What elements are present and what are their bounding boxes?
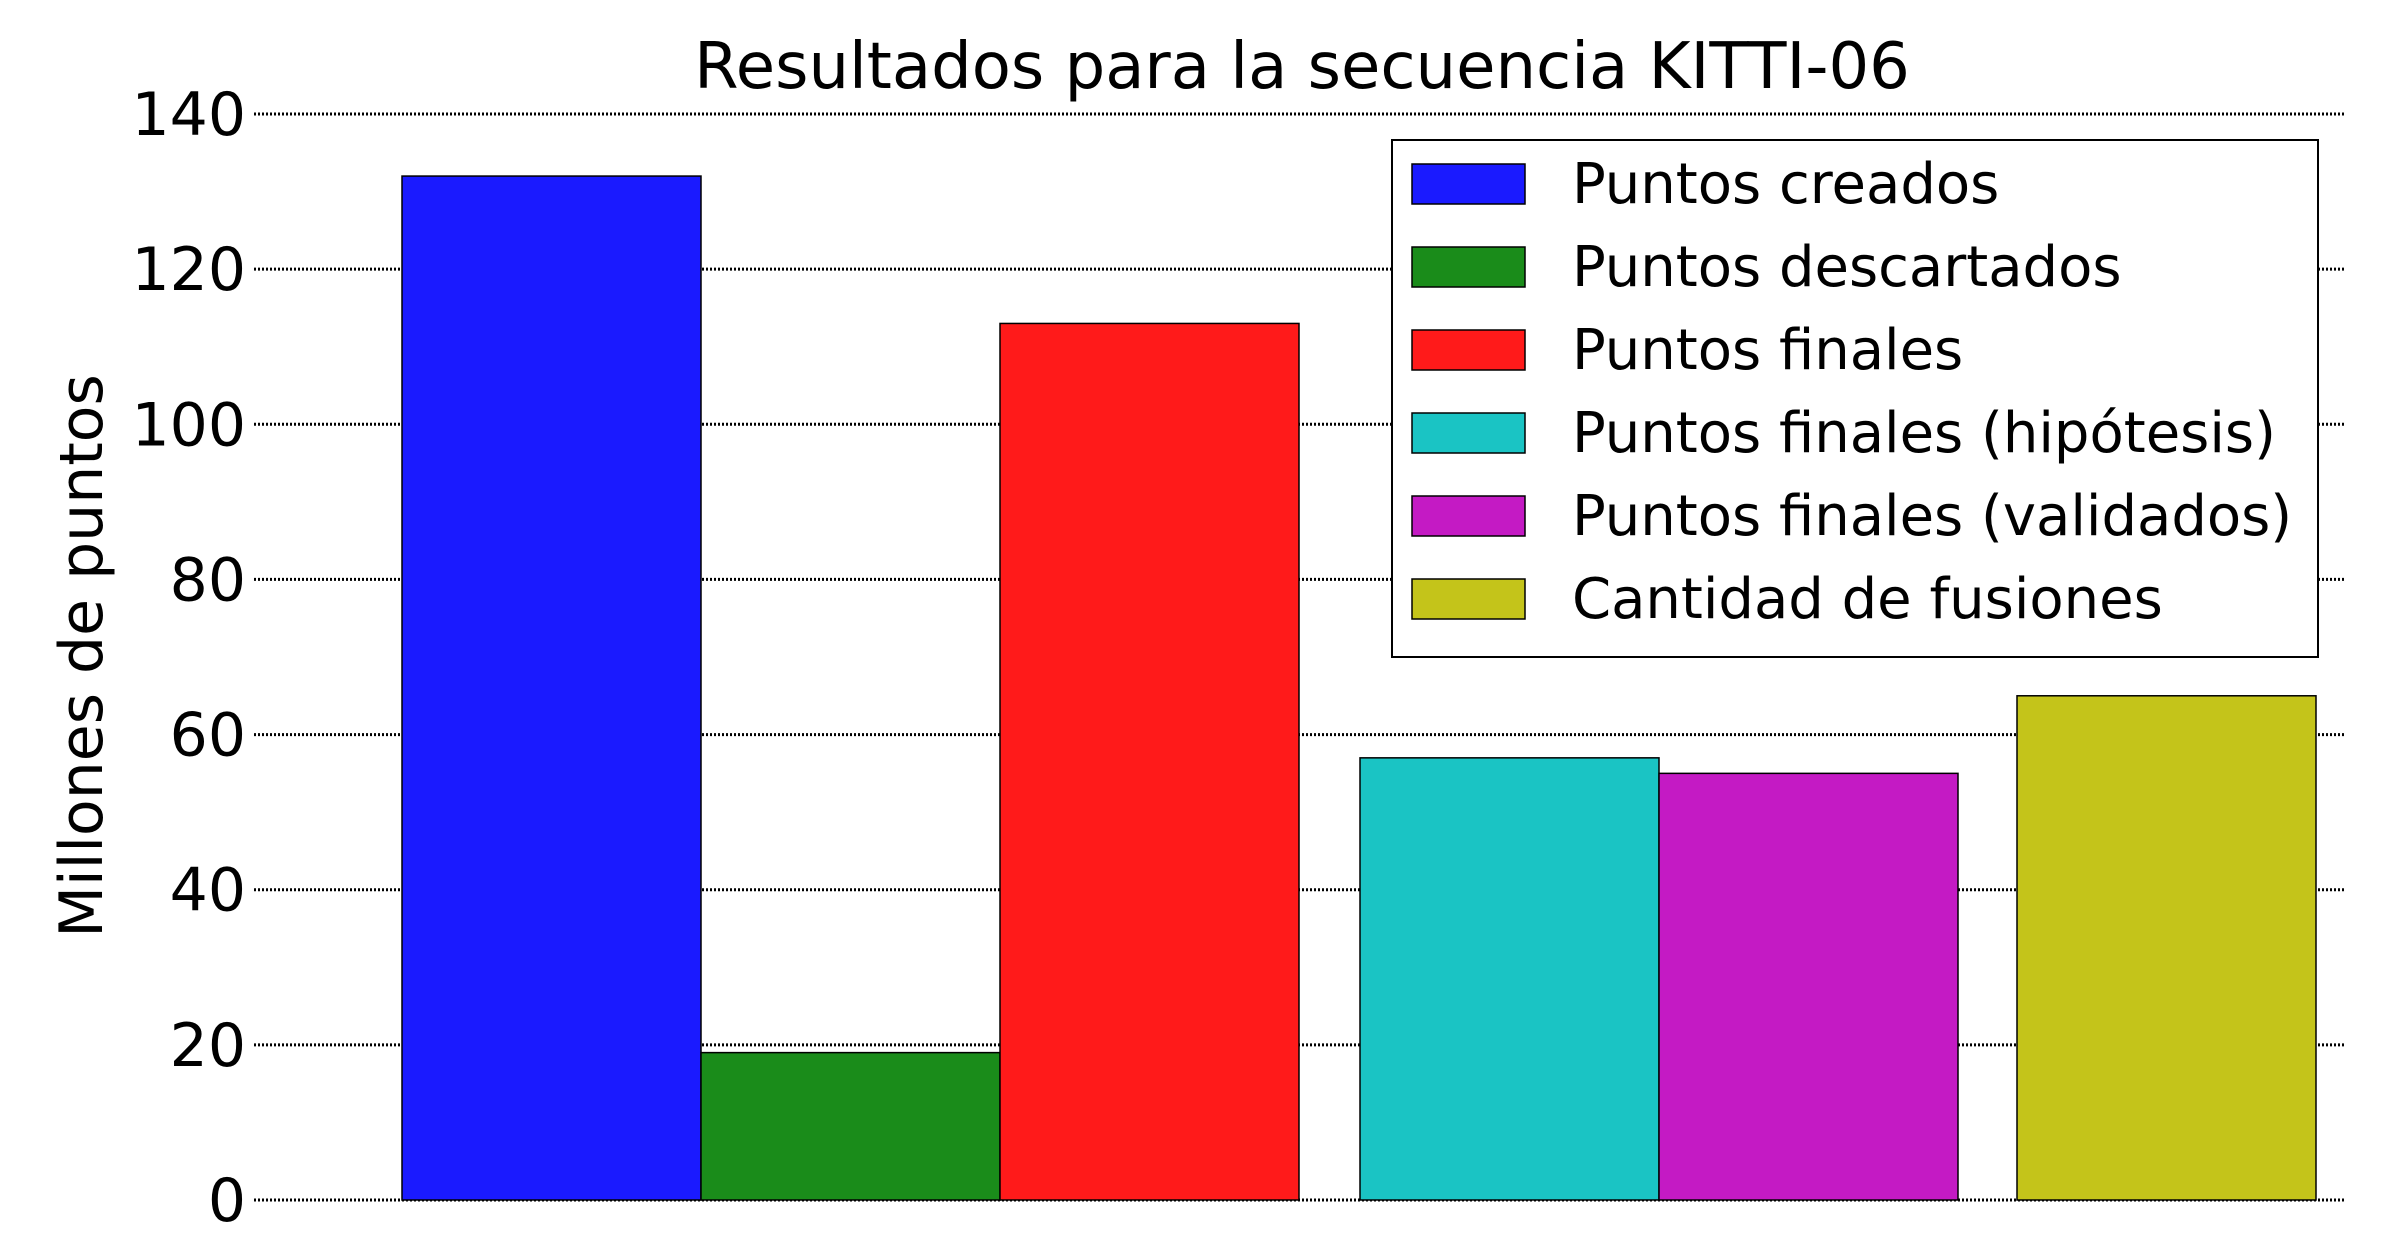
legend-swatch-3 — [1411, 329, 1526, 371]
bars — [401, 175, 2317, 1201]
bar-2 — [700, 1051, 1001, 1201]
legend-swatch-6 — [1411, 578, 1526, 620]
legend-frame — [1391, 139, 2319, 658]
y-tick-label-20: 20 — [170, 1011, 246, 1081]
chart-title: Resultados para la secuencia KITTI-06 — [694, 30, 1910, 104]
legend-swatch-2 — [1411, 246, 1526, 288]
legend-label-2: Puntos descartados — [1572, 235, 2122, 300]
legend-items: Puntos creados Puntos descartados Puntos f… — [1411, 152, 2292, 632]
legend-swatch-4 — [1411, 412, 1526, 454]
y-tick-label-80: 80 — [170, 545, 246, 615]
y-tick-label-120: 120 — [131, 235, 246, 305]
legend-label-4: Puntos finales (hipótesis) — [1572, 401, 2276, 466]
y-axis-label: Millones de puntos — [47, 374, 117, 937]
legend-swatch-5 — [1411, 495, 1526, 537]
bar-1 — [401, 175, 702, 1201]
bar-3 — [999, 322, 1300, 1201]
legend: Puntos creados Puntos descartados Puntos f… — [1391, 139, 2319, 658]
bar-4 — [1359, 757, 1660, 1201]
legend-label-1: Puntos creados — [1572, 152, 1999, 217]
legend-label-5: Puntos finales (validados) — [1572, 484, 2292, 549]
y-tick-label-40: 40 — [170, 856, 246, 926]
legend-label-3: Puntos finales — [1572, 318, 1963, 383]
legend-swatch-1 — [1411, 163, 1526, 205]
legend-label-6: Cantidad de fusiones — [1572, 567, 2163, 632]
bar-6 — [2016, 695, 2317, 1201]
y-tick-label-60: 60 — [170, 701, 246, 771]
bar-5 — [1658, 772, 1959, 1201]
y-tick-label-140: 140 — [131, 80, 246, 150]
y-axis-ticks: 0 20 40 60 80 100 120 140 — [131, 80, 246, 1236]
y-tick-label-0: 0 — [208, 1166, 246, 1236]
y-tick-label-100: 100 — [131, 390, 246, 460]
